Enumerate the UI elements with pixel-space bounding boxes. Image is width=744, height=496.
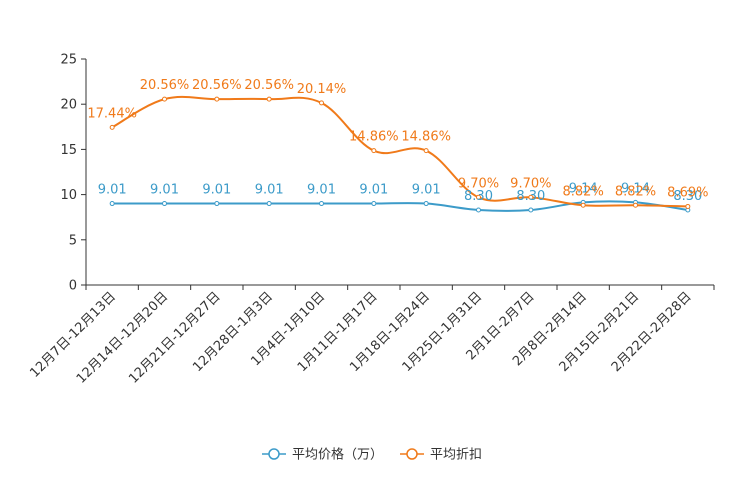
data-point[interactable] xyxy=(162,96,167,102)
legend-marker-icon xyxy=(406,448,418,460)
x-tick-label: 12月7日-12月13日 xyxy=(27,289,119,381)
data-label: 20.56% xyxy=(140,78,190,93)
data-label: 9.14 xyxy=(621,181,650,196)
data-point[interactable] xyxy=(162,201,167,207)
data-point[interactable] xyxy=(528,207,534,213)
x-tick-label: 12月21日-12月27日 xyxy=(126,289,223,386)
data-label: 9.01 xyxy=(359,183,388,198)
data-label: 9.14 xyxy=(569,181,598,196)
data-label: 20.56% xyxy=(192,78,242,93)
data-label: 8.69% xyxy=(667,185,708,200)
data-label: 9.01 xyxy=(150,183,179,198)
data-point[interactable] xyxy=(580,202,586,208)
data-label: 8.30 xyxy=(464,189,493,204)
y-tick-label: 15 xyxy=(60,143,77,158)
data-point[interactable] xyxy=(423,201,429,207)
data-label: 9.70% xyxy=(458,176,499,191)
data-point[interactable] xyxy=(214,96,220,102)
data-point[interactable] xyxy=(214,201,220,207)
data-point[interactable] xyxy=(319,100,324,106)
legend-label: 平均价格（万） xyxy=(292,447,383,463)
data-label: 8.30 xyxy=(516,189,545,204)
data-point[interactable] xyxy=(109,124,115,130)
y-tick-label: 20 xyxy=(60,98,77,113)
data-point[interactable] xyxy=(476,207,481,213)
y-tick-label: 10 xyxy=(60,188,77,203)
legend-item-1[interactable]: 平均折扣 xyxy=(400,448,482,463)
data-label: 9.01 xyxy=(307,183,336,198)
legend-label: 平均折扣 xyxy=(430,448,482,463)
legend-item-0[interactable]: 平均价格（万） xyxy=(262,447,383,463)
data-point[interactable] xyxy=(371,201,377,207)
data-point[interactable] xyxy=(476,194,481,200)
data-label: 8.30 xyxy=(673,189,702,204)
x-tick-label: 12月14日-12月20日 xyxy=(74,289,171,386)
data-label: 9.01 xyxy=(98,183,127,198)
legend[interactable]: 平均价格（万） 平均折扣 xyxy=(262,447,482,463)
legend-marker-icon xyxy=(268,448,280,460)
data-label: 17.44% xyxy=(87,106,137,121)
y-tick-label: 0 xyxy=(69,279,77,294)
data-point[interactable] xyxy=(423,148,429,154)
data-label: 20.56% xyxy=(244,78,294,93)
data-point[interactable] xyxy=(371,148,377,154)
data-label: 9.01 xyxy=(202,183,231,198)
series-layer xyxy=(109,95,691,213)
y-tick-label: 5 xyxy=(69,233,77,248)
data-label: 8.82% xyxy=(615,184,656,199)
data-label: 9.01 xyxy=(255,183,284,198)
data-point[interactable] xyxy=(266,96,272,102)
data-label: 8.82% xyxy=(563,184,604,199)
data-point[interactable] xyxy=(266,201,272,207)
series-line-0 xyxy=(112,200,688,212)
y-tick-label: 25 xyxy=(60,53,77,68)
data-point[interactable] xyxy=(528,194,534,200)
data-label: 20.14% xyxy=(297,82,347,97)
data-label: 14.86% xyxy=(401,130,451,145)
data-point[interactable] xyxy=(109,201,115,207)
data-point[interactable] xyxy=(685,203,691,209)
data-label: 14.86% xyxy=(349,130,399,145)
data-labels: 9.01 9.01 9.01 9.01 9.01 9.01 9.01 8.30 8.30 9.14… xyxy=(87,78,708,204)
data-label: 9.01 xyxy=(412,183,441,198)
axes: 0 5 10 15 20 25 12月7日-12月13日12月14日-12月20日12月21… xyxy=(27,53,715,387)
data-point[interactable] xyxy=(633,202,638,208)
data-point[interactable] xyxy=(319,201,324,207)
data-label: 9.70% xyxy=(510,176,551,191)
